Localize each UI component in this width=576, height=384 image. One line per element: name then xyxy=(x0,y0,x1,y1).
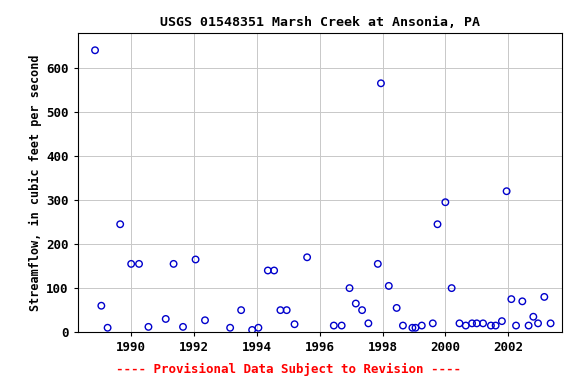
Point xyxy=(144,324,153,330)
Point xyxy=(329,323,339,329)
Point xyxy=(248,327,257,333)
Point xyxy=(524,323,533,329)
Point xyxy=(491,323,500,329)
Point xyxy=(384,283,393,289)
Point xyxy=(428,320,437,326)
Point xyxy=(461,323,471,329)
Point xyxy=(226,325,235,331)
Point xyxy=(507,296,516,302)
Point xyxy=(345,285,354,291)
Point xyxy=(97,303,106,309)
Point xyxy=(127,261,136,267)
Point xyxy=(455,320,464,326)
Point xyxy=(290,321,299,327)
Point xyxy=(270,267,279,273)
Point xyxy=(518,298,527,305)
Point xyxy=(351,300,361,306)
Point xyxy=(529,314,538,320)
Point xyxy=(479,320,488,326)
Y-axis label: Streamflow, in cubic feet per second: Streamflow, in cubic feet per second xyxy=(29,54,42,311)
Point xyxy=(486,323,495,329)
Point xyxy=(497,318,506,324)
Point xyxy=(468,320,477,326)
Point xyxy=(337,323,346,329)
Point xyxy=(302,254,312,260)
Point xyxy=(546,320,555,326)
Point xyxy=(441,199,450,205)
Point xyxy=(502,188,511,194)
Point xyxy=(408,325,417,331)
Point xyxy=(399,323,408,329)
Point xyxy=(161,316,170,322)
Point xyxy=(533,320,543,326)
Point xyxy=(417,323,426,329)
Point xyxy=(472,320,482,326)
Point xyxy=(364,320,373,326)
Point xyxy=(134,261,143,267)
Point xyxy=(263,267,272,273)
Point xyxy=(191,257,200,263)
Title: USGS 01548351 Marsh Creek at Ansonia, PA: USGS 01548351 Marsh Creek at Ansonia, PA xyxy=(160,16,480,29)
Point xyxy=(282,307,291,313)
Point xyxy=(373,261,382,267)
Point xyxy=(447,285,456,291)
Point xyxy=(237,307,246,313)
Point xyxy=(511,323,521,329)
Point xyxy=(276,307,285,313)
Point xyxy=(376,80,385,86)
Point xyxy=(90,47,100,53)
Text: ---- Provisional Data Subject to Revision ----: ---- Provisional Data Subject to Revisio… xyxy=(116,363,460,376)
Point xyxy=(411,325,420,331)
Point xyxy=(540,294,549,300)
Point xyxy=(103,325,112,331)
Point xyxy=(392,305,401,311)
Point xyxy=(200,317,210,323)
Point xyxy=(254,325,263,331)
Point xyxy=(433,221,442,227)
Point xyxy=(358,307,367,313)
Point xyxy=(169,261,178,267)
Point xyxy=(179,324,188,330)
Point xyxy=(116,221,125,227)
